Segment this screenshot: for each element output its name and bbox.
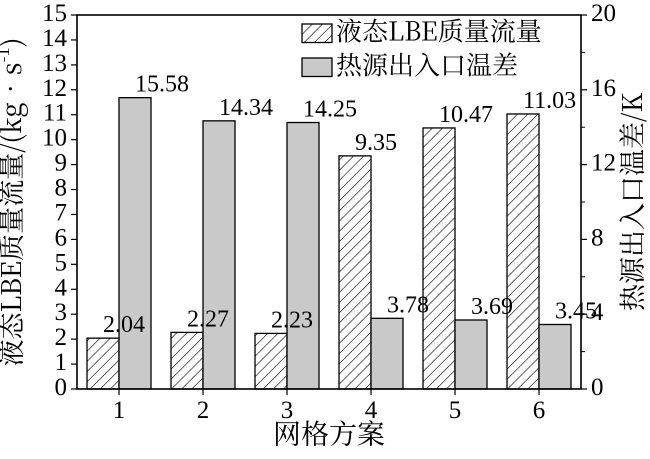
svg-text:15: 15 xyxy=(42,0,67,27)
svg-text:5: 5 xyxy=(449,397,462,424)
svg-text:11.03: 11.03 xyxy=(523,88,576,114)
svg-text:1: 1 xyxy=(55,349,68,376)
svg-text:热源出入口温差/K: 热源出入口温差/K xyxy=(611,93,650,312)
svg-text:9: 9 xyxy=(55,150,68,177)
svg-text:13: 13 xyxy=(42,50,67,77)
svg-text:20: 20 xyxy=(591,0,616,27)
svg-text:10: 10 xyxy=(42,125,67,152)
svg-text:2: 2 xyxy=(197,397,210,424)
svg-text:热源出入口温差: 热源出入口温差 xyxy=(336,46,518,83)
svg-text:液态LBE质量流量/(kg•s-1): 液态LBE质量流量/(kg•s-1) xyxy=(0,37,29,366)
svg-text:14: 14 xyxy=(42,25,68,52)
svg-text:0: 0 xyxy=(55,374,68,401)
svg-text:0: 0 xyxy=(591,374,604,401)
svg-text:10.47: 10.47 xyxy=(439,102,493,128)
svg-text:2: 2 xyxy=(55,324,68,351)
svg-text:网格方案: 网格方案 xyxy=(273,413,385,453)
svg-text:14.34: 14.34 xyxy=(219,95,273,121)
svg-text:8: 8 xyxy=(55,175,68,202)
svg-text:1: 1 xyxy=(113,397,126,424)
svg-text:15.58: 15.58 xyxy=(135,72,189,98)
svg-text:6: 6 xyxy=(533,397,546,424)
svg-text:14.25: 14.25 xyxy=(303,97,357,123)
svg-text:4: 4 xyxy=(591,299,604,326)
svg-text:2.23: 2.23 xyxy=(271,307,313,333)
svg-text:2.27: 2.27 xyxy=(187,306,229,332)
svg-text:6: 6 xyxy=(55,224,68,251)
svg-text:8: 8 xyxy=(591,224,604,251)
svg-text:7: 7 xyxy=(55,199,68,226)
svg-text:3.78: 3.78 xyxy=(387,292,429,318)
svg-text:3.69: 3.69 xyxy=(471,294,513,320)
svg-text:3: 3 xyxy=(55,299,68,326)
svg-text:12: 12 xyxy=(42,75,67,102)
svg-text:4: 4 xyxy=(55,274,68,301)
svg-text:液态LBE质量流量: 液态LBE质量流量 xyxy=(336,12,542,49)
svg-text:5: 5 xyxy=(55,249,68,276)
svg-text:9.35: 9.35 xyxy=(355,130,397,156)
svg-text:11: 11 xyxy=(43,100,67,127)
svg-text:2.04: 2.04 xyxy=(103,312,145,338)
